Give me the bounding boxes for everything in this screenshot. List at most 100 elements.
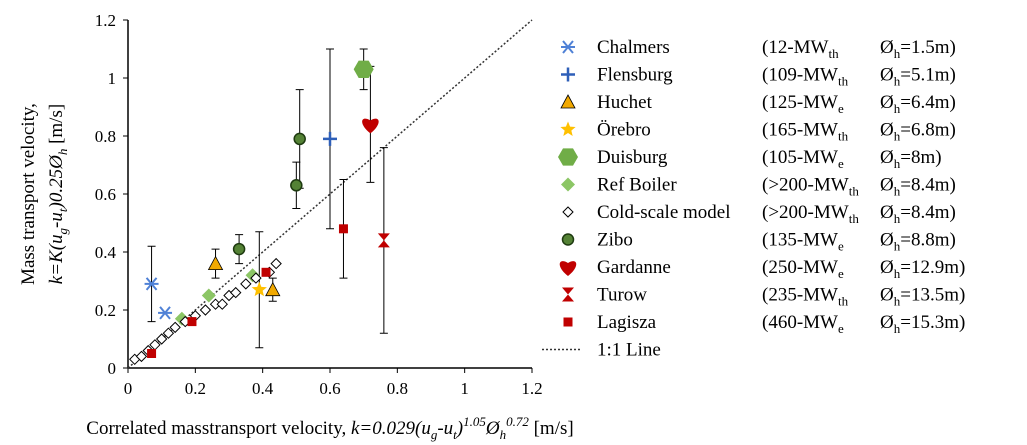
- text-segment: (>200-MW: [762, 202, 849, 223]
- text-segment: th: [838, 129, 849, 144]
- text-segment: h: [500, 427, 507, 442]
- text-segment: Correlated masstransport velocity,: [86, 418, 351, 439]
- marker: [250, 272, 262, 284]
- legend-note: (>200-MWth: [762, 202, 859, 226]
- text-segment: k=K(u: [46, 234, 67, 284]
- text-segment: (125-MW: [762, 92, 838, 113]
- y-tick-label: 0: [108, 359, 117, 378]
- text-segment: h: [894, 184, 901, 199]
- text-segment: th: [838, 294, 849, 309]
- text-segment: =5.1m): [900, 65, 956, 86]
- legend-note: (460-MWe: [762, 312, 844, 336]
- marker: [377, 233, 390, 248]
- marker: [245, 268, 260, 283]
- y-tick-label: 0.6: [95, 185, 116, 204]
- text-segment: Ø: [880, 65, 894, 86]
- legend-note: Øh=6.8m): [880, 120, 956, 144]
- text-segment: =1.5m): [900, 37, 956, 58]
- marker: [362, 118, 379, 134]
- legend-note: (250-MWe: [762, 257, 844, 281]
- marker: [251, 281, 267, 297]
- text-segment: -u: [437, 418, 453, 439]
- x-tick-label: 1: [460, 379, 469, 398]
- text-segment: =15.3m): [900, 312, 965, 333]
- marker: [201, 288, 216, 303]
- legend-label: Duisburg: [597, 147, 668, 168]
- text-segment: (460-MW: [762, 312, 838, 333]
- x-tick-label: 0.2: [185, 379, 206, 398]
- text-segment: e: [838, 156, 844, 171]
- legend-note: (109-MWth: [762, 65, 849, 89]
- marker: [158, 306, 173, 320]
- text-segment: e: [838, 101, 844, 116]
- text-segment: Ø: [880, 147, 894, 168]
- text-segment: th: [849, 184, 860, 199]
- marker: [265, 281, 281, 297]
- marker: [323, 131, 337, 146]
- legend-note: Øh=8.4m): [880, 175, 956, 199]
- marker: [338, 224, 348, 234]
- marker: [144, 277, 159, 291]
- text-segment: h: [894, 101, 901, 116]
- text-segment: =8m): [900, 147, 941, 168]
- legend-marker: [559, 261, 577, 276]
- text-segment: Ø: [880, 202, 894, 223]
- marker: [169, 321, 181, 334]
- text-segment: (235-MW: [762, 285, 838, 306]
- error-bar: [379, 147, 388, 334]
- legend-note: Øh=8.8m): [880, 230, 956, 254]
- text-segment: h: [894, 211, 901, 226]
- y-axis-label: Mass transport velocity,: [18, 103, 39, 285]
- text-segment: k=0.029(u: [351, 418, 431, 439]
- text-segment: Ø: [880, 285, 894, 306]
- text-segment: h: [894, 129, 901, 144]
- marker: [240, 278, 252, 290]
- legend-label: Flensburg: [597, 65, 673, 86]
- x-axis-label: Correlated masstransport velocity, k=0.0…: [86, 414, 573, 442]
- text-segment: Ø: [880, 37, 894, 58]
- text-segment: 0.72: [506, 414, 529, 429]
- x-tick-label: 0.6: [319, 379, 340, 398]
- marker: [353, 60, 374, 78]
- legend-marker: [560, 121, 576, 136]
- text-segment: =8.4m): [900, 175, 956, 196]
- text-segment: e: [838, 266, 844, 281]
- text-segment: h: [55, 149, 70, 156]
- text-segment: (109-MW: [762, 65, 838, 86]
- text-segment: e: [838, 321, 844, 336]
- marker: [187, 317, 197, 327]
- legend-note: Øh=8m): [880, 147, 942, 171]
- legend-marker: [560, 94, 576, 109]
- marker: [270, 257, 282, 270]
- legend-note: (125-MWe: [762, 92, 844, 116]
- marker: [199, 304, 212, 316]
- text-segment: -u: [46, 212, 67, 228]
- legend-marker: [563, 317, 573, 327]
- text-segment: Mass transport velocity,: [18, 103, 39, 285]
- legend-note: (165-MWth: [762, 120, 849, 144]
- text-segment: g: [55, 227, 70, 234]
- text-segment: (105-MW: [762, 147, 838, 168]
- legend-label: Huchet: [597, 92, 653, 113]
- x-tick-label: 0.8: [387, 379, 408, 398]
- x-tick-label: 1.2: [521, 379, 542, 398]
- legend-label: Ref Boiler: [597, 175, 677, 196]
- text-segment: Ø: [880, 120, 894, 141]
- text-segment: Ø: [880, 257, 894, 278]
- text-segment: h: [894, 321, 901, 336]
- x-tick-label: 0: [124, 379, 133, 398]
- legend-label: Lagisza: [597, 312, 657, 333]
- legend-note: Øh=8.4m): [880, 202, 956, 226]
- marker: [230, 286, 242, 299]
- text-segment: e: [838, 239, 844, 254]
- legend-label: Gardanne: [597, 257, 671, 278]
- text-segment: [m/s]: [46, 104, 67, 149]
- text-segment: =13.5m): [900, 285, 965, 306]
- x-tick-label: 0.4: [252, 379, 274, 398]
- text-segment: =8.4m): [900, 202, 956, 223]
- legend-note: Øh=13.5m): [880, 285, 965, 309]
- text-segment: )0.25Ø: [46, 154, 67, 210]
- text-segment: (250-MW: [762, 257, 838, 278]
- marker: [162, 327, 175, 339]
